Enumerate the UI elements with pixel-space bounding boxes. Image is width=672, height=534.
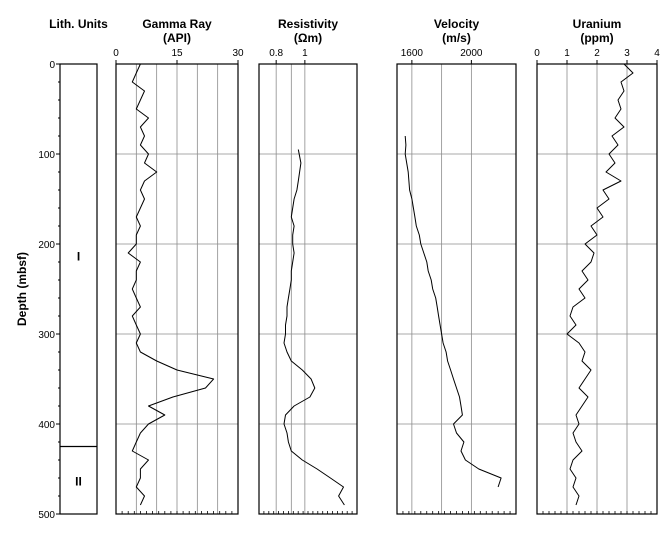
x-tick-label: 15: [171, 48, 183, 59]
panel-title: Lith. Units: [49, 17, 108, 31]
panel-title: Resistivity: [278, 17, 338, 31]
x-tick-label: 4: [654, 48, 660, 59]
log-series-line: [127, 63, 215, 506]
panel-units: (m/s): [442, 31, 471, 45]
depth-tick-label: 500: [38, 510, 55, 521]
depth-tick-label: 400: [38, 420, 55, 431]
lith-unit-label: II: [75, 474, 82, 488]
x-tick-label: 1: [564, 48, 570, 59]
panel-resistivity: Resistivity(Ωm) 0.8 1: [258, 17, 358, 515]
x-tick-label: 1600: [401, 48, 424, 59]
panel-title: Uranium: [573, 17, 622, 31]
x-tick-label: 2: [594, 48, 600, 59]
panel-units: (Ωm): [294, 31, 322, 45]
depth-axis-title: Depth (mbsf): [15, 252, 29, 326]
panel-title: Gamma Ray: [142, 17, 212, 31]
panel-frame: [258, 63, 358, 515]
lith-frame: [59, 63, 98, 515]
x-tick-label: 0: [534, 48, 540, 59]
panel-gamma-ray: Gamma Ray(API) 0 15 30: [113, 17, 244, 515]
x-tick-label: 2000: [460, 48, 483, 59]
depth-tick-label: 0: [49, 60, 55, 71]
panel-units: (ppm): [580, 31, 613, 45]
log-series-line: [283, 149, 345, 506]
panel-units: (API): [163, 31, 191, 45]
lith-unit-label: I: [77, 249, 80, 263]
panel-velocity: Velocity(m/s) 1600 2000: [396, 17, 517, 515]
x-tick-label: 1: [302, 48, 308, 59]
x-tick-label: 0: [113, 48, 119, 59]
log-series-line: [566, 63, 634, 506]
depth-tick-label: 200: [38, 240, 55, 251]
x-tick-label: 0.8: [269, 48, 283, 59]
x-tick-label: 30: [232, 48, 244, 59]
depth-tick-label: 100: [38, 150, 55, 161]
panel-frame: [396, 63, 517, 515]
log-series-line: [404, 135, 502, 488]
panel-uranium: Uranium(ppm) 0 1 2 3 4: [534, 17, 660, 515]
x-tick-label: 3: [624, 48, 630, 59]
panel-title: Velocity: [434, 17, 480, 31]
depth-tick-label: 300: [38, 330, 55, 341]
